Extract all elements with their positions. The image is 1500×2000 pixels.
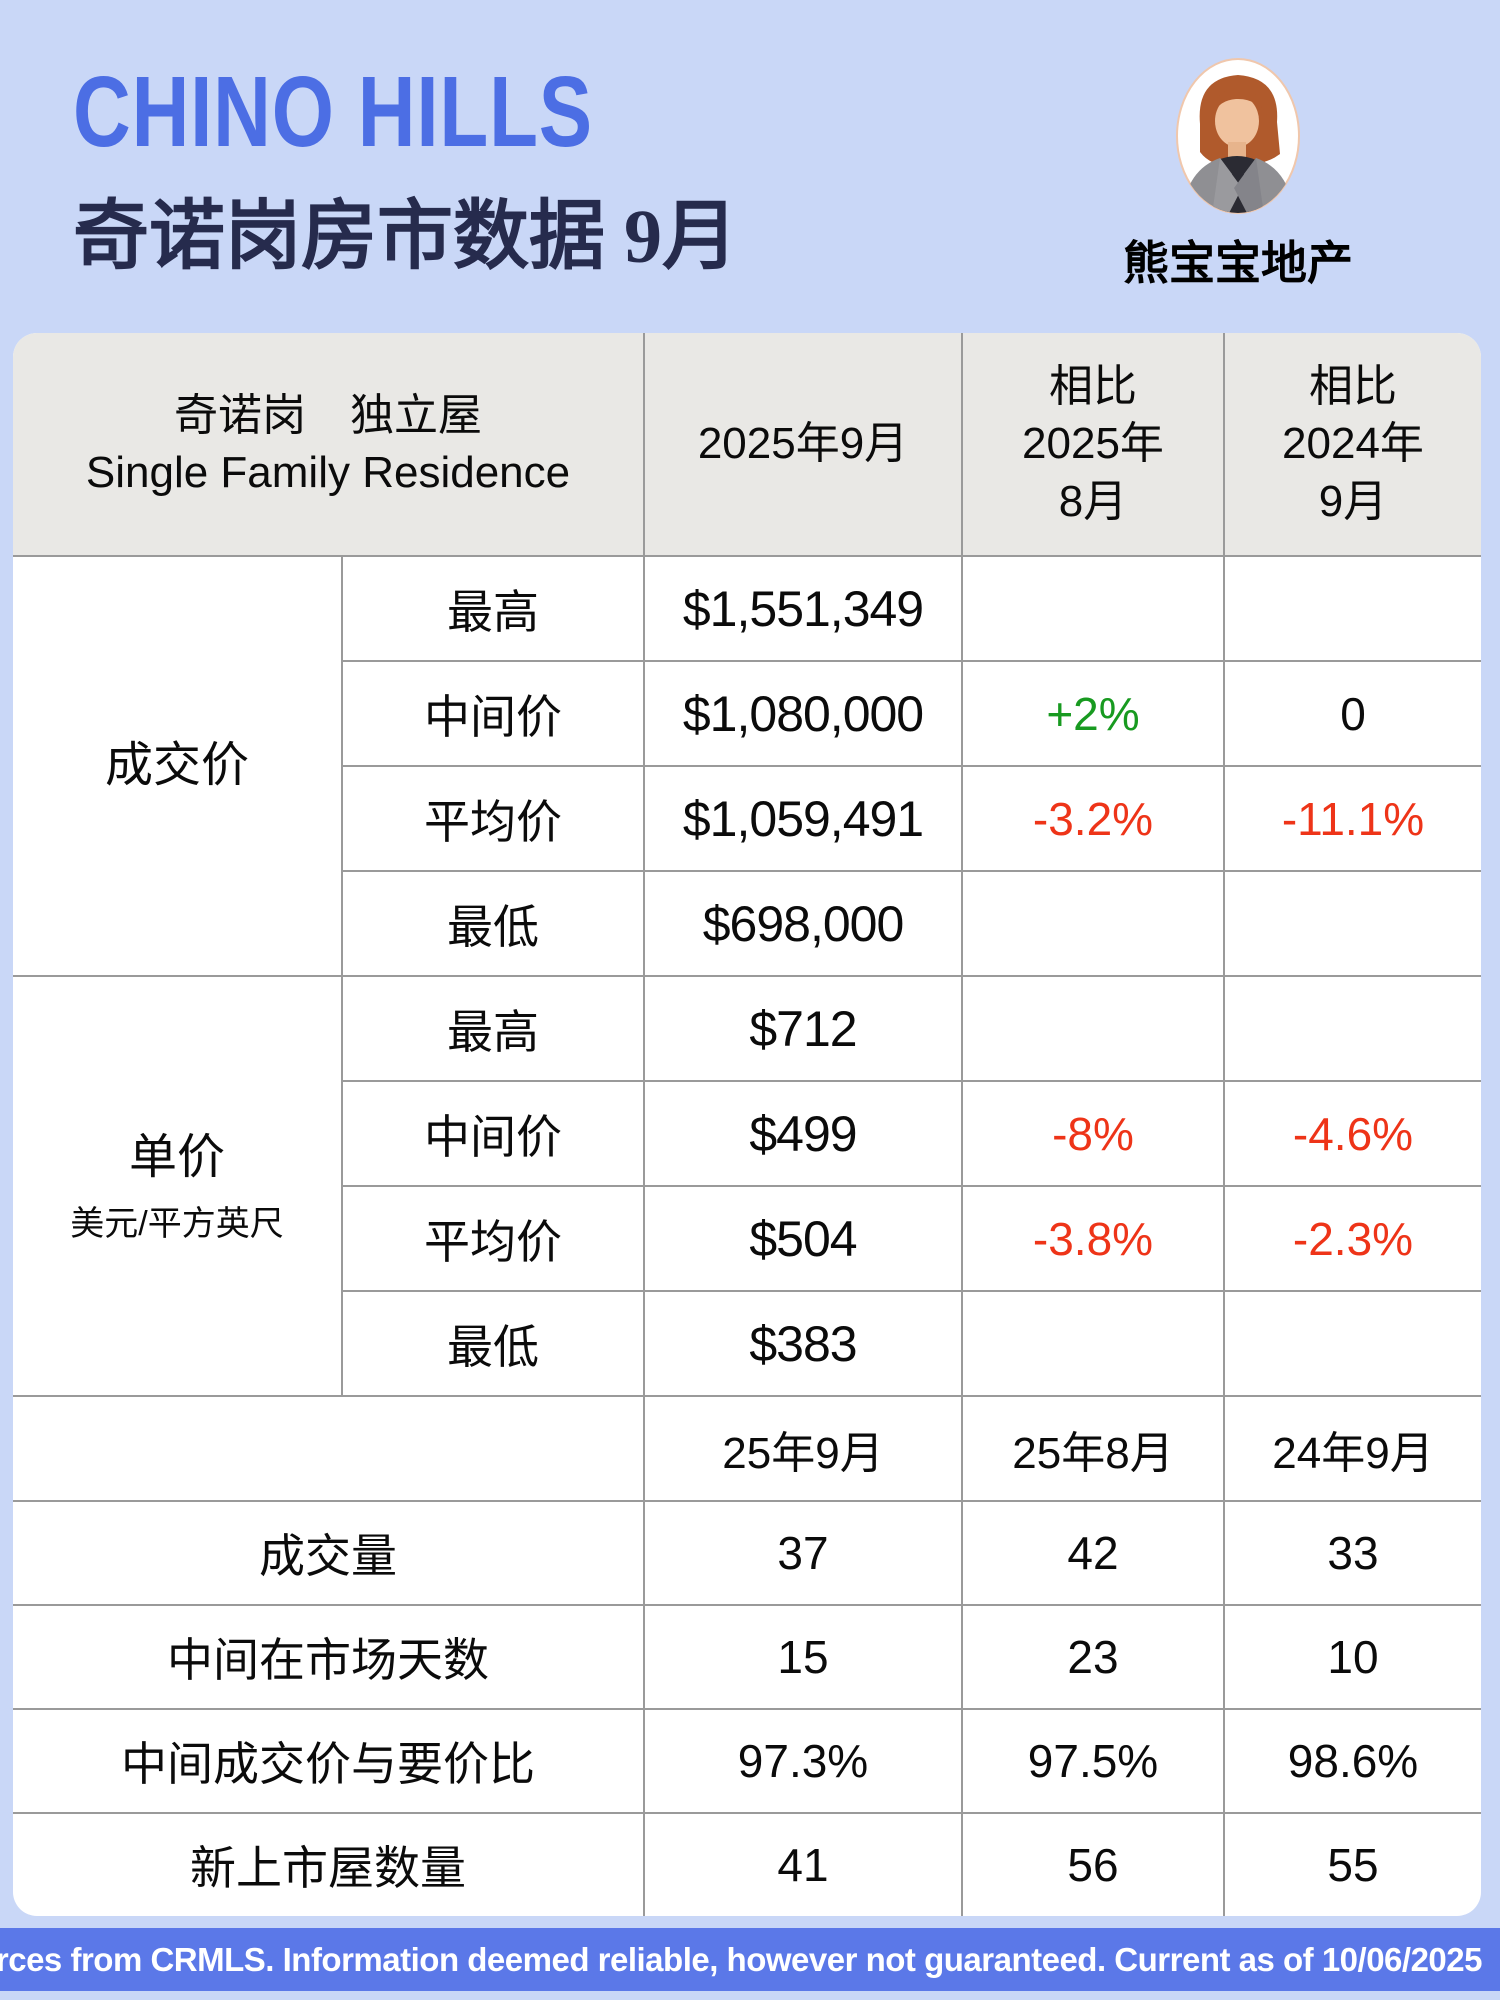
change-vs-month <box>961 555 1223 660</box>
page-subtitle: 奇诺岗房市数据 9月 <box>73 195 738 279</box>
row-label: 平均价 <box>341 765 643 870</box>
value-cell: $1,080,000 <box>643 660 961 765</box>
section-label-price-per-sqft: 单价 美元/平方英尺 <box>13 975 341 1395</box>
value-cell: $712 <box>643 975 961 1080</box>
change-vs-month: -3.8% <box>961 1185 1223 1290</box>
change-vs-year <box>1223 555 1481 660</box>
header-product-line1: 奇诺岗 独立屋 <box>174 390 482 440</box>
row-label: 平均价 <box>341 1185 643 1290</box>
change-vs-year <box>1223 1290 1481 1395</box>
market-data-table: 奇诺岗 独立屋 Single Family Residence 2025年9月 … <box>13 333 1481 1916</box>
period-column-label: 24年9月 <box>1223 1395 1481 1500</box>
change-vs-year: 0 <box>1223 660 1481 765</box>
row-label: 最高 <box>341 975 643 1080</box>
brand-name: 熊宝宝地产 <box>1123 238 1353 289</box>
stat-value: 42 <box>961 1500 1223 1604</box>
header-vs-prev-month: 相比 2025年 8月 <box>961 333 1223 555</box>
agent-avatar <box>1176 58 1300 214</box>
change-vs-year: -11.1% <box>1223 765 1481 870</box>
period-header-spacer <box>13 1395 643 1500</box>
stat-value: 37 <box>643 1500 961 1604</box>
section-label-main: 单价 <box>128 1131 225 1185</box>
stat-value: 97.5% <box>961 1708 1223 1812</box>
stat-value: 15 <box>643 1604 961 1708</box>
value-cell: $499 <box>643 1080 961 1185</box>
stat-label: 中间成交价与要价比 <box>13 1708 643 1812</box>
change-vs-month: -3.2% <box>961 765 1223 870</box>
stat-value: 10 <box>1223 1604 1481 1708</box>
stat-value: 33 <box>1223 1500 1481 1604</box>
stat-value: 55 <box>1223 1812 1481 1916</box>
stat-label: 新上市屋数量 <box>13 1812 643 1916</box>
value-cell: $504 <box>643 1185 961 1290</box>
brand-block: 熊宝宝地产 <box>1108 58 1368 293</box>
value-cell: $698,000 <box>643 870 961 975</box>
header-product-cell: 奇诺岗 独立屋 Single Family Residence <box>13 333 643 555</box>
stat-label: 成交量 <box>13 1500 643 1604</box>
change-vs-year <box>1223 975 1481 1080</box>
footer-band: *Sources from CRMLS. Information deemed … <box>0 1928 1500 1991</box>
stat-value: 41 <box>643 1812 961 1916</box>
stat-label: 中间在市场天数 <box>13 1604 643 1708</box>
change-vs-month <box>961 1290 1223 1395</box>
change-vs-month <box>961 975 1223 1080</box>
stat-value: 97.3% <box>643 1708 961 1812</box>
change-vs-month <box>961 870 1223 975</box>
row-label: 中间价 <box>341 1080 643 1185</box>
period-column-label: 25年8月 <box>961 1395 1223 1500</box>
row-label: 最低 <box>341 870 643 975</box>
value-cell: $1,551,349 <box>643 555 961 660</box>
row-label: 最高 <box>341 555 643 660</box>
stat-value: 23 <box>961 1604 1223 1708</box>
change-vs-month: +2% <box>961 660 1223 765</box>
section-label-unit: 美元/平方英尺 <box>70 1204 284 1243</box>
header-vs-prev-year: 相比 2024年 9月 <box>1223 333 1481 555</box>
value-cell: $383 <box>643 1290 961 1395</box>
change-vs-year: -4.6% <box>1223 1080 1481 1185</box>
change-vs-year <box>1223 870 1481 975</box>
row-label: 最低 <box>341 1290 643 1395</box>
period-column-label: 25年9月 <box>643 1395 961 1500</box>
stat-value: 98.6% <box>1223 1708 1481 1812</box>
page-title: CHINO HILLS <box>73 56 593 168</box>
stat-value: 56 <box>961 1812 1223 1916</box>
value-cell: $1,059,491 <box>643 765 961 870</box>
source-note: *Sources from CRMLS. Information deemed … <box>0 1940 1483 1978</box>
row-label: 中间价 <box>341 660 643 765</box>
section-label-sold-price: 成交价 <box>13 555 341 975</box>
header-product-line2: Single Family Residence <box>85 448 571 497</box>
change-vs-month: -8% <box>961 1080 1223 1185</box>
header-current-period: 2025年9月 <box>643 333 961 555</box>
change-vs-year: -2.3% <box>1223 1185 1481 1290</box>
